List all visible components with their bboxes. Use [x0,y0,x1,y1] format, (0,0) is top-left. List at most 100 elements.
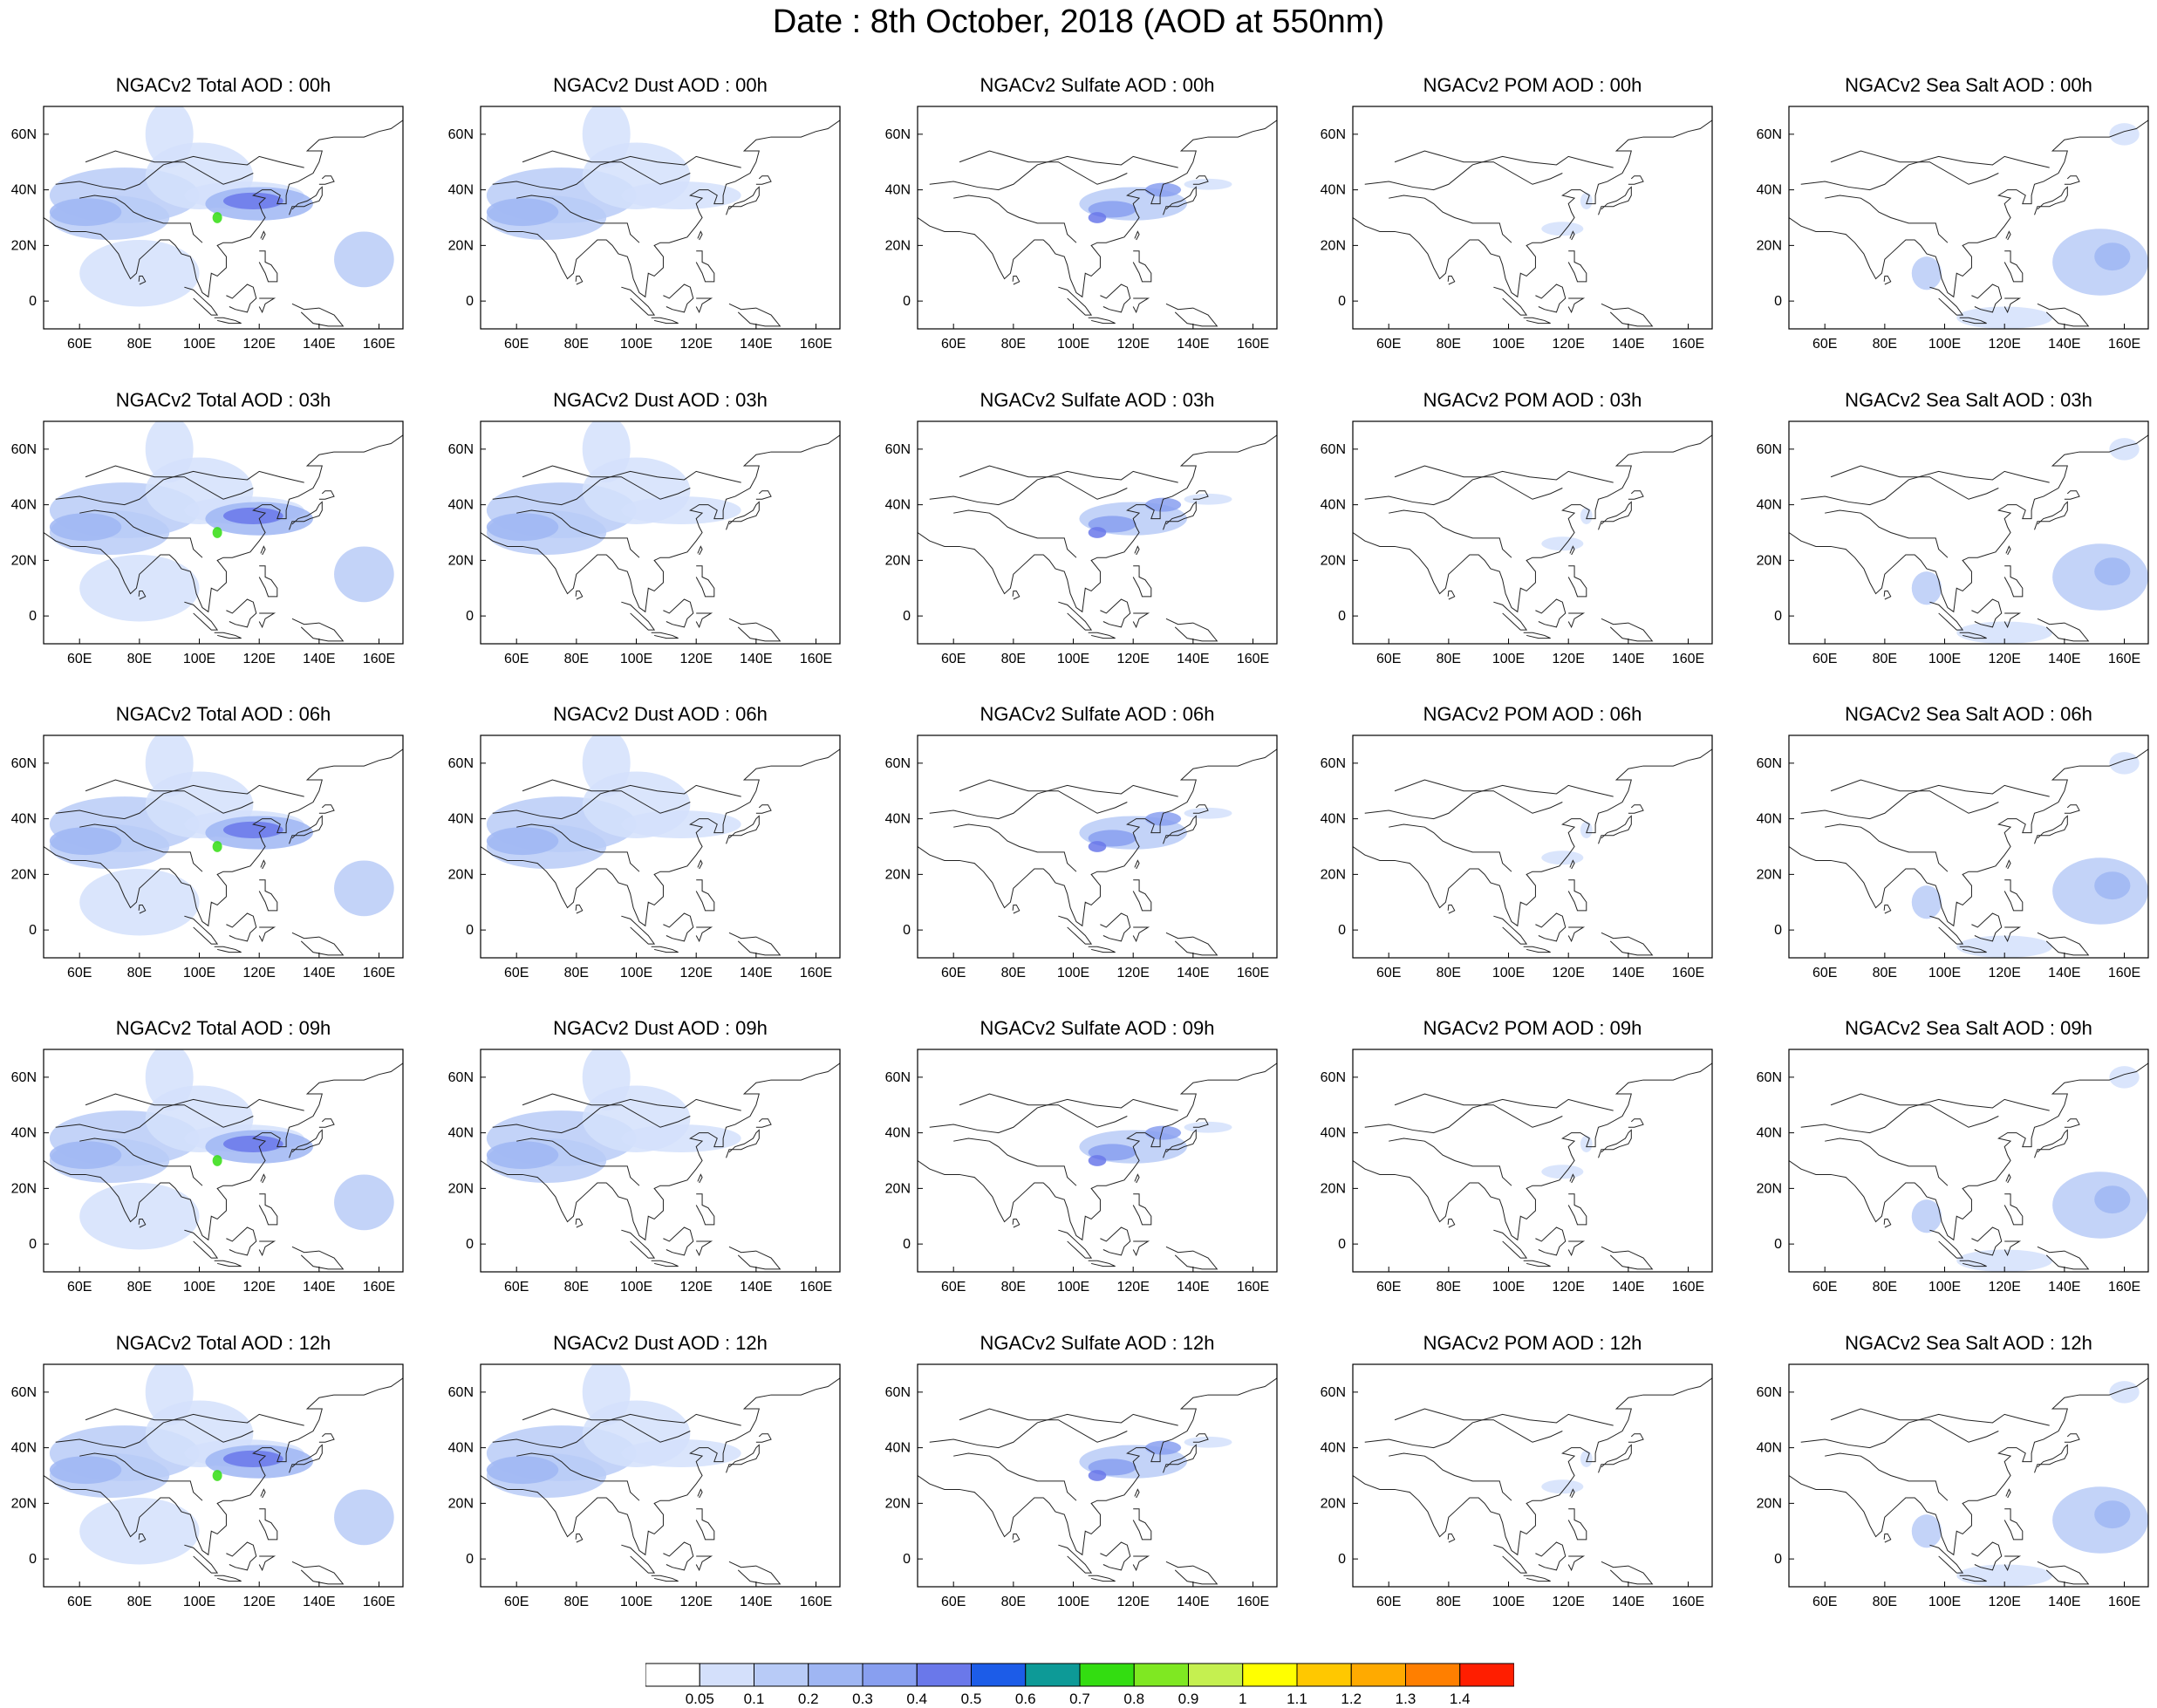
lon-tick-label: 80E [1873,1280,1897,1295]
aod-field [212,527,222,538]
coastline [289,501,323,530]
lon-tick-label: 160E [2108,652,2140,666]
colorbar-label: 0.6 [1014,1691,1036,1707]
coastline [138,275,147,285]
lat-tick-label: 60N [448,1385,474,1400]
coastline [1447,904,1456,914]
lon-tick-label: 140E [1177,1595,1209,1609]
coastline [1830,1408,1999,1443]
coastline [929,1413,1178,1449]
lon-tick-label: 80E [564,966,589,980]
lon-tick-label: 160E [1237,652,1269,666]
lat-tick-label: 0 [466,923,474,938]
colorbar-label: 0.8 [1123,1691,1145,1707]
coastline [1192,804,1209,814]
coastline [522,150,691,185]
coastline [516,1138,640,1186]
lon-tick-label: 100E [1492,652,1525,666]
aod-field [621,181,741,209]
coastline [697,1488,703,1499]
coastline [79,509,203,558]
coastline [184,1229,219,1259]
coastline [1569,230,1575,241]
coastline [755,175,772,185]
lat-tick-label: 20N [1757,1181,1782,1196]
aod-field [1144,497,1182,512]
coastline [1535,598,1567,628]
lon-tick-label: 160E [800,652,832,666]
coastline [728,303,782,327]
aod-field [334,231,394,288]
map-plot: 60E 80E 100E 120E 140E 160E 60N 40N 20N 0 [1757,106,2149,352]
coastline [1800,784,2050,820]
coastline [289,186,323,215]
lat-tick-label: 20N [1757,867,1782,882]
lat-tick-label: 20N [11,238,37,253]
aod-field [2094,871,2131,900]
lon-tick-label: 160E [800,337,832,352]
coastline [1058,1544,1093,1574]
map-plot: 60E 80E 100E 120E 140E 160E 60N 40N 20N 0 [885,420,1278,666]
coastline [697,1173,703,1184]
lat-tick-label: 40N [1321,498,1346,513]
coastline [1389,1138,1512,1186]
coastline [522,465,691,500]
coastline [1825,823,1949,872]
map-panel: NGACv2 POM AOD : 06h 60E 80E 100E 120E 140E 16… [1300,702,1738,994]
lon-tick-label: 80E [1001,1595,1026,1609]
lon-tick-label: 120E [1553,337,1585,352]
coastline [1601,303,1654,327]
colorbar-label: 0.2 [797,1691,819,1707]
panel-title: NGACv2 Sulfate AOD : 03h [980,389,1215,411]
coastline [1789,1377,2148,1556]
colorbar [645,1663,1514,1687]
coastline [258,1508,278,1541]
coastline [2034,815,2068,844]
coastline [522,779,691,814]
lon-tick-label: 160E [363,652,395,666]
panel-title: NGACv2 POM AOD : 12h [1423,1332,1642,1354]
panel-title: NGACv2 Sea Salt AOD : 12h [1845,1332,2092,1354]
coastline [1830,779,1999,814]
lat-tick-label: 0 [1338,923,1346,938]
coastline [1883,1218,1892,1228]
coastline [695,1555,713,1572]
coastline [1012,1533,1020,1543]
coastline [2003,565,2024,598]
lon-tick-label: 120E [243,1595,276,1609]
map-panel: NGACv2 POM AOD : 12h 60E 80E 100E 120E 140E 16… [1300,1331,1738,1623]
coastline [1789,120,2148,298]
lon-tick-label: 140E [303,337,335,352]
coastline [1447,1218,1456,1228]
aod-field [2094,243,2131,271]
aod-field [334,1489,394,1546]
coastline [575,1533,584,1543]
coastline [959,465,1128,500]
lon-tick-label: 160E [2108,1595,2140,1609]
colorbar-swatch [645,1663,700,1687]
aod-field [1911,256,1942,290]
lon-tick-label: 120E [680,652,713,666]
lon-tick-label: 140E [1612,1595,1644,1609]
lat-tick-label: 40N [448,183,474,198]
lon-tick-label: 120E [680,966,713,980]
coastline [651,1575,679,1582]
map-plot: 60E 80E 100E 120E 140E 160E 60N 40N 20N 0 [885,1049,1278,1295]
lon-tick-label: 100E [1057,1280,1089,1295]
map-panel: NGACv2 Sulfate AOD : 06h 60E 80E 100E 120E 14… [865,702,1303,994]
lat-tick-label: 60N [1321,442,1346,457]
map-panel: NGACv2 Dust AOD : 03h 60E 80E 100E 120E 140E 1… [428,388,866,680]
lon-tick-label: 60E [941,337,966,352]
coastline [695,612,713,629]
lat-tick-label: 60N [11,1070,37,1085]
coastline [1535,1541,1567,1571]
coastline [1569,545,1575,556]
coastline [1132,297,1150,314]
coastline [258,1555,276,1572]
coastline [2034,1129,2068,1158]
coastline [1825,195,1949,243]
coastline [1088,1575,1116,1582]
coastline [695,879,715,912]
coastline [79,1138,203,1186]
lat-tick-label: 60N [11,1385,37,1400]
